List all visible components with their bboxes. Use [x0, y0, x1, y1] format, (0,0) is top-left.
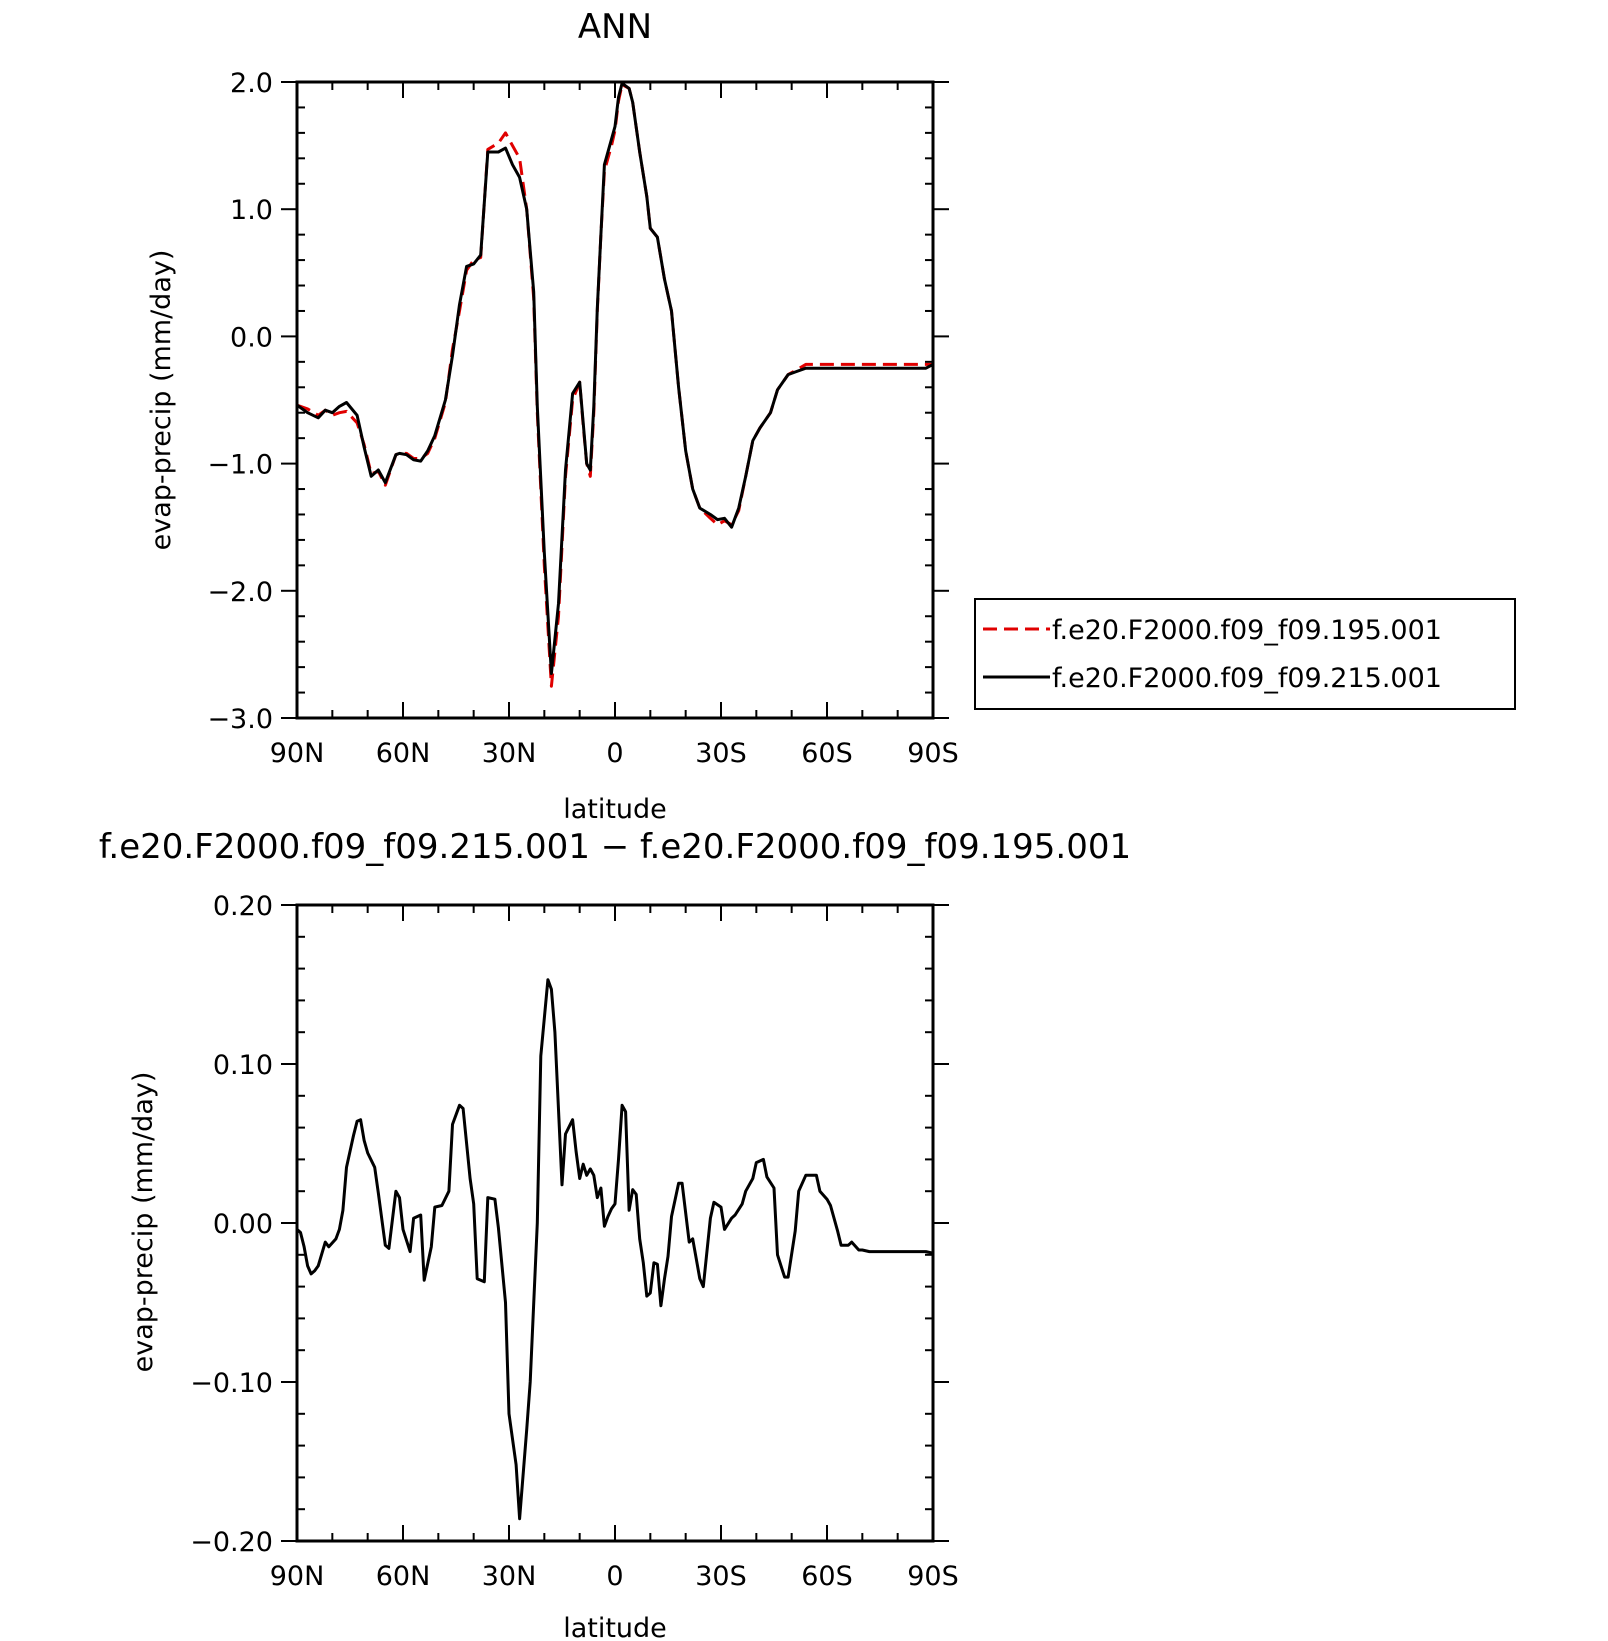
- bottom-ticks: 90N 60N 30N 0 30S 60S 90S 0.20 0.10 0.00 −0.10 −0.2…: [190, 891, 959, 1592]
- top-y-tick-label: 2.0: [230, 68, 273, 99]
- top-y-tick-label: 0.0: [230, 322, 273, 353]
- bottom-y-tick-label: 0.00: [213, 1209, 273, 1240]
- bottom-x-tick-label: 30S: [695, 1561, 747, 1592]
- bottom-y-tick-label: −0.20: [190, 1527, 273, 1558]
- bottom-x-tick-label: 0: [606, 1561, 623, 1592]
- legend: f.e20.F2000.f09_f09.195.001 f.e20.F2000.…: [974, 598, 1516, 710]
- legend-label-series-0: f.e20.F2000.f09_f09.195.001: [1052, 615, 1442, 646]
- bottom-series-group: [296, 978, 934, 1521]
- top-ticks: 90N 60N 30N 0 30S 60S 90S 2.0 1.0 0.0 −1.0 −2.0 −3.0: [207, 68, 958, 769]
- bottom-series-line-0: [296, 978, 934, 1521]
- top-x-tick-label: 30N: [482, 738, 537, 769]
- top-y-tick-label: −2.0: [207, 577, 273, 608]
- legend-label-series-1: f.e20.F2000.f09_f09.215.001: [1052, 663, 1442, 694]
- top-plot-frame: [295, 80, 935, 720]
- top-panel: ANN 90N 60N 30N 0 30S 60S 90S 2.0 1.0 0.0 −1.0 −2.0…: [146, 7, 1516, 825]
- top-x-tick-label: 60S: [801, 738, 853, 769]
- top-x-tick-label: 0: [606, 738, 623, 769]
- bottom-x-tick-label: 90S: [907, 1561, 959, 1592]
- legend-box: [974, 598, 1516, 710]
- top-y-tick-label: −1.0: [207, 450, 273, 481]
- top-x-tick-label: 60N: [376, 738, 431, 769]
- bottom-y-tick-label: −0.10: [190, 1368, 273, 1399]
- top-y-tick-label: 1.0: [230, 195, 273, 226]
- top-y-tick-label: −3.0: [207, 704, 273, 735]
- bottom-y-axis-label: evap-precip (mm/day): [128, 1072, 159, 1373]
- top-x-tick-label: 30S: [695, 738, 747, 769]
- bottom-x-tick-label: 60N: [376, 1561, 431, 1592]
- top-x-axis-label: latitude: [563, 794, 667, 825]
- bottom-title: f.e20.F2000.f09_f09.215.001 − f.e20.F200…: [99, 827, 1131, 867]
- top-series-group: [296, 81, 934, 688]
- bottom-x-axis-label: latitude: [563, 1613, 667, 1641]
- bottom-x-tick-label: 90N: [270, 1561, 325, 1592]
- bottom-x-tick-label: 30N: [482, 1561, 537, 1592]
- top-series-line-1: [296, 81, 934, 675]
- top-x-tick-label: 90S: [907, 738, 959, 769]
- bottom-y-tick-label: 0.10: [213, 1050, 273, 1081]
- bottom-panel: f.e20.F2000.f09_f09.215.001 − f.e20.F200…: [99, 827, 1131, 1641]
- top-series-line-0: [296, 83, 933, 688]
- top-x-tick-label: 90N: [270, 738, 325, 769]
- top-y-axis-label: evap-precip (mm/day): [146, 250, 177, 551]
- bottom-x-tick-label: 60S: [801, 1561, 853, 1592]
- bottom-y-tick-label: 0.20: [213, 891, 273, 922]
- top-title: ANN: [578, 7, 652, 47]
